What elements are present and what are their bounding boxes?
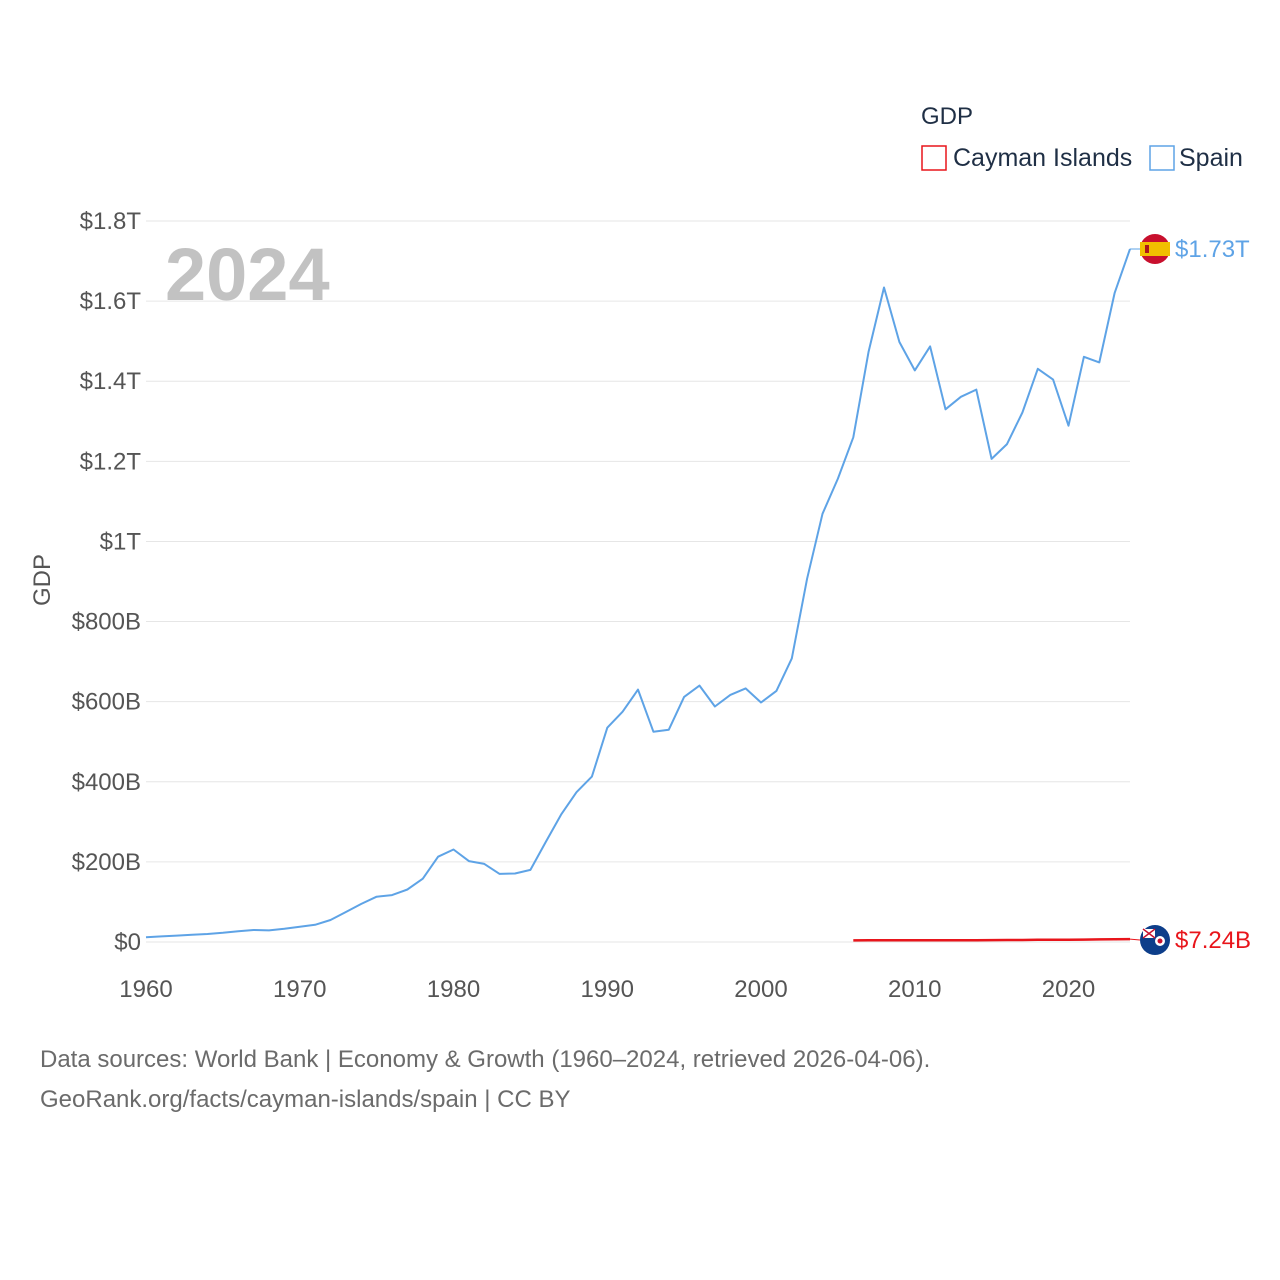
legend-label-cayman-islands[interactable]: Cayman Islands (953, 144, 1132, 172)
cayman-islands-flag-icon (1140, 925, 1170, 955)
x-tick-label: 2000 (734, 976, 787, 1003)
legend: GDP Cayman Islands Spain (921, 103, 1243, 172)
legend-label-spain[interactable]: Spain (1179, 144, 1243, 172)
y-axis-ticks: $0 $200B $400B $600B $800B $1T $1.2T $1.4T $1.6T… (72, 208, 142, 956)
x-tick-label: 1990 (581, 976, 634, 1003)
y-tick-label: $0 (114, 929, 141, 956)
y-tick-label: $1.8T (80, 208, 142, 235)
end-value-label-cayman-islands: $7.24B (1175, 927, 1251, 954)
end-connector-cayman-islands (1129, 938, 1141, 941)
y-tick-label: $1.4T (80, 368, 142, 395)
current-year-label: 2024 (165, 233, 330, 316)
y-tick-label: $1.2T (80, 448, 142, 475)
y-tick-label: $200B (72, 849, 141, 876)
x-tick-label: 1980 (427, 976, 480, 1003)
x-axis-ticks: 1960 1970 1980 1990 2000 2010 2020 (119, 976, 1095, 1003)
y-tick-label: $400B (72, 769, 141, 796)
source-line: Data sources: World Bank | Economy & Gro… (40, 1046, 931, 1073)
spain-flag-icon (1140, 234, 1170, 264)
x-tick-label: 1960 (119, 976, 172, 1003)
series-lines (145, 248, 1131, 942)
legend-swatch-spain[interactable] (1149, 145, 1175, 171)
end-value-label-spain: $1.73T (1175, 236, 1250, 263)
data-source-footer: Data sources: World Bank | Economy & Gro… (40, 1040, 1240, 1120)
series-line-cayman-islands[interactable] (853, 937, 1131, 942)
series-line-spain[interactable] (145, 248, 1131, 939)
y-tick-label: $600B (72, 689, 141, 716)
y-tick-label: $800B (72, 609, 141, 636)
x-tick-label: 2020 (1042, 976, 1095, 1003)
y-axis-label: GDP (29, 554, 56, 606)
x-tick-label: 1970 (273, 976, 326, 1003)
y-tick-label: $1T (100, 528, 142, 555)
legend-swatch-cayman-islands[interactable] (921, 145, 947, 171)
legend-title: GDP (921, 103, 973, 130)
x-tick-label: 2010 (888, 976, 941, 1003)
attribution-line[interactable]: GeoRank.org/facts/cayman-islands/spain |… (40, 1086, 571, 1113)
series-end-markers: $7.24B $1.73T (1129, 234, 1251, 955)
grid-lines (146, 220, 1130, 943)
y-tick-label: $1.6T (80, 288, 142, 315)
